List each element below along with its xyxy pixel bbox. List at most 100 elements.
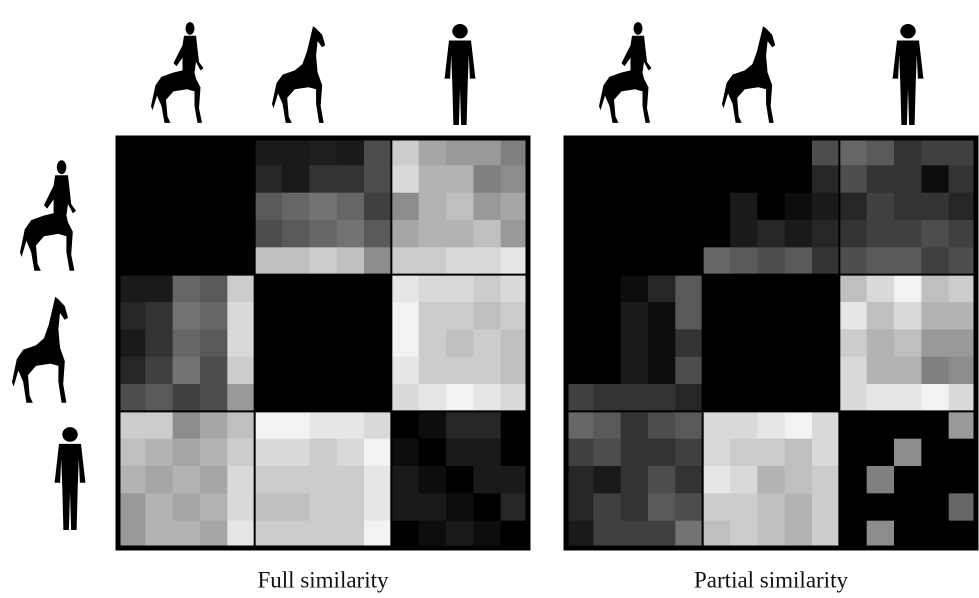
- heatmap: [566, 138, 977, 549]
- caption: Full similarity: [258, 567, 389, 592]
- heatmap-cell: [867, 329, 895, 357]
- heatmap-cell: [785, 357, 813, 385]
- heatmap-cell: [446, 466, 474, 494]
- heatmap-cell: [648, 275, 676, 303]
- heatmap-cell: [446, 275, 474, 303]
- heatmap-cell: [473, 493, 501, 521]
- heatmap-cell: [703, 302, 731, 330]
- heatmap-cell: [118, 247, 146, 275]
- heatmap-cell: [501, 193, 529, 221]
- heatmap-cell: [894, 275, 922, 303]
- heatmap-cell: [757, 521, 785, 549]
- heatmap-cell: [227, 493, 255, 521]
- heatmap-cell: [812, 165, 840, 193]
- heatmap-cell: [145, 411, 173, 439]
- heatmap-cell: [145, 247, 173, 275]
- heatmap-cell: [255, 165, 283, 193]
- heatmap-cell: [337, 220, 365, 248]
- heatmap-cell: [473, 193, 501, 221]
- heatmap-cell: [867, 302, 895, 330]
- heatmap-cell: [648, 220, 676, 248]
- heatmap-cell: [757, 165, 785, 193]
- heatmap-cell: [200, 439, 228, 467]
- heatmap-cell: [255, 302, 283, 330]
- heatmap-cell: [118, 275, 146, 303]
- heatmap-cell: [921, 411, 949, 439]
- heatmap-cell: [419, 521, 447, 549]
- heatmap-cell: [337, 138, 365, 166]
- heatmap-cell: [621, 247, 649, 275]
- heatmap-cell: [867, 384, 895, 412]
- heatmap-cell: [703, 329, 731, 357]
- heatmap-cell: [566, 411, 594, 439]
- heatmap-cell: [785, 275, 813, 303]
- heatmap-cell: [145, 521, 173, 549]
- heatmap-cell: [309, 302, 337, 330]
- heatmap-cell: [621, 466, 649, 494]
- heatmap-cell: [391, 329, 419, 357]
- heatmap-cell: [894, 329, 922, 357]
- heatmap-cell: [282, 411, 310, 439]
- heatmap-cell: [867, 220, 895, 248]
- heatmap-cell: [812, 138, 840, 166]
- heatmap-cell: [730, 466, 758, 494]
- heatmap-cell: [621, 220, 649, 248]
- heatmap-cell: [867, 439, 895, 467]
- heatmap-cell: [200, 302, 228, 330]
- heatmap-cell: [419, 329, 447, 357]
- heatmap-cell: [730, 247, 758, 275]
- heatmap-cell: [419, 220, 447, 248]
- heatmap-cell: [282, 466, 310, 494]
- heatmap-cell: [200, 521, 228, 549]
- heatmap-cell: [501, 357, 529, 385]
- heatmap-cell: [173, 220, 201, 248]
- heatmap-cell: [648, 302, 676, 330]
- heatmap-cell: [118, 521, 146, 549]
- heatmap-cell: [200, 138, 228, 166]
- heatmap-cell: [867, 275, 895, 303]
- heatmap-cell: [391, 357, 419, 385]
- heatmap-cell: [282, 165, 310, 193]
- heatmap-cell: [757, 247, 785, 275]
- heatmap-cell: [757, 138, 785, 166]
- heatmap-cell: [173, 357, 201, 385]
- heatmap-cell: [419, 302, 447, 330]
- heatmap-cell: [501, 329, 529, 357]
- heatmap-cell: [839, 138, 867, 166]
- heatmap-cell: [391, 275, 419, 303]
- heatmap-cell: [785, 466, 813, 494]
- heatmap-cell: [473, 220, 501, 248]
- heatmap-cell: [757, 220, 785, 248]
- heatmap-cell: [501, 247, 529, 275]
- heatmap-cell: [391, 493, 419, 521]
- heatmap-cell: [894, 357, 922, 385]
- heatmap-cell: [921, 247, 949, 275]
- heatmap-cell: [593, 357, 621, 385]
- heatmap-cell: [501, 466, 529, 494]
- heatmap-cell: [364, 138, 392, 166]
- heatmap-cell: [446, 247, 474, 275]
- heatmap-cell: [566, 357, 594, 385]
- heatmap-cell: [648, 357, 676, 385]
- heatmap-cell: [364, 275, 392, 303]
- heatmap-cell: [812, 329, 840, 357]
- heatmap-cell: [730, 493, 758, 521]
- heatmap-cell: [921, 193, 949, 221]
- heatmap-cell: [812, 357, 840, 385]
- heatmap-cell: [173, 384, 201, 412]
- heatmap-cell: [173, 165, 201, 193]
- heatmap-cell: [364, 220, 392, 248]
- heatmap-cell: [812, 384, 840, 412]
- heatmap-cell: [255, 521, 283, 549]
- heatmap-cell: [949, 357, 977, 385]
- heatmap-cell: [446, 193, 474, 221]
- heatmap-cell: [949, 384, 977, 412]
- heatmap-cell: [566, 193, 594, 221]
- heatmap-cell: [703, 193, 731, 221]
- heatmap-cell: [648, 439, 676, 467]
- heatmap-cell: [200, 411, 228, 439]
- heatmap-cell: [364, 165, 392, 193]
- heatmap-cell: [703, 275, 731, 303]
- heatmap-cell: [173, 247, 201, 275]
- heatmap-cell: [894, 138, 922, 166]
